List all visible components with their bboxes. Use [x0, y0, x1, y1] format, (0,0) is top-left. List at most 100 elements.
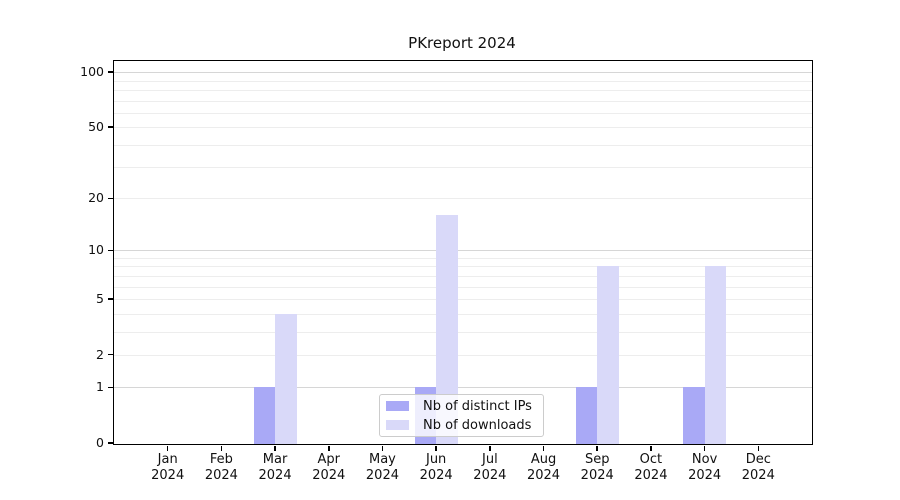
y-tick-mark [108, 298, 113, 300]
y-tick-label: 2 [96, 346, 104, 362]
x-tick-mark [542, 445, 545, 451]
y-tick-mark [108, 249, 113, 252]
x-tick-label-line: Apr [317, 452, 341, 467]
legend-entry-distinct-ips: Nb of distinct IPs [386, 399, 537, 414]
y-tick-mark [108, 197, 113, 200]
bar-distinct-ips [253, 387, 276, 444]
legend-label-downloads: Nb of downloads [423, 417, 532, 433]
y-tick-mark [108, 71, 113, 73]
plot-area: Nb of distinct IPs Nb of downloads 0 1 2 5 1… [80, 60, 813, 483]
minor-gridline [114, 258, 812, 259]
x-tick-mark [435, 445, 437, 451]
x-tick-label-line: Nov [691, 452, 718, 467]
x-tick-mark [166, 445, 169, 451]
y-tick-label: 0 [96, 435, 104, 450]
x-tick-label: Jun 2024 [396, 452, 476, 483]
x-tick-label: Feb 2024 [181, 452, 261, 483]
major-gridline [114, 250, 812, 252]
legend-swatch-downloads [386, 420, 409, 430]
legend: Nb of distinct IPs Nb of downloads [379, 394, 544, 437]
x-tick-label-line: Oct [639, 452, 663, 467]
x-tick-label-line: 2024 [312, 467, 346, 483]
x-tick-label-line: Feb [209, 452, 233, 467]
bar-downloads [704, 266, 727, 444]
x-tick-label-line: 2024 [526, 467, 561, 483]
x-tick-label-line: 2024 [473, 467, 507, 483]
y-tick-label: 1 [96, 379, 104, 395]
legend-entry-downloads: Nb of downloads [386, 418, 537, 433]
y-tick-label: 20 [88, 190, 104, 206]
x-tick-label-line: Jul [482, 452, 498, 467]
x-tick-label-line: 2024 [419, 467, 453, 483]
x-tick-mark [596, 445, 598, 451]
minor-gridline [114, 80, 812, 82]
x-tick-label-line: 2024 [258, 467, 292, 483]
legend-swatch-distinct-ips [386, 401, 409, 411]
y-tick-label: 100 [80, 64, 104, 80]
x-tick-label-line: Sep [584, 452, 610, 467]
x-tick-label-line: Jun [425, 452, 447, 467]
minor-gridline [114, 354, 812, 356]
major-gridline [114, 387, 812, 389]
minor-gridline [114, 127, 812, 129]
x-tick-label-line: Dec [745, 452, 771, 467]
minor-gridline [114, 198, 812, 200]
minor-gridline [114, 144, 812, 146]
x-tick-label: Nov 2024 [665, 452, 745, 483]
x-tick-label: Mar 2024 [235, 452, 315, 483]
x-tick-mark [650, 445, 652, 451]
minor-gridline [114, 112, 812, 114]
x-tick-label-line: Jan [157, 452, 178, 467]
x-tick-label: Apr 2024 [289, 452, 369, 483]
minor-gridline [114, 266, 812, 268]
x-tick-label: Oct 2024 [611, 452, 691, 483]
y-tick-label: 5 [96, 291, 104, 307]
x-tick-mark [220, 445, 223, 451]
minor-gridline [114, 89, 812, 91]
x-tick-mark [703, 445, 706, 451]
bar-downloads [275, 313, 297, 444]
x-tick-label: Aug 2024 [504, 452, 584, 483]
bar-distinct-ips [683, 387, 705, 444]
x-tick-label-line: 2024 [151, 467, 185, 483]
x-tick-mark [489, 445, 491, 451]
x-tick-label: Sep 2024 [557, 452, 637, 483]
x-tick-mark [328, 445, 330, 451]
x-tick-label-line: Mar [262, 452, 288, 467]
y-tick-mark [108, 442, 113, 444]
minor-gridline [114, 331, 812, 333]
x-tick-label: Jan 2024 [128, 452, 208, 483]
x-tick-mark [274, 445, 276, 451]
bar-downloads [597, 266, 619, 444]
minor-gridline [114, 100, 812, 102]
x-tick-label-line: 2024 [580, 467, 614, 483]
minor-gridline [114, 167, 812, 169]
bar-distinct-ips [575, 387, 598, 444]
minor-gridline [114, 286, 812, 288]
minor-gridline [114, 313, 812, 315]
x-tick-label-line: Aug [530, 452, 557, 467]
x-tick-label: Jul 2024 [450, 452, 530, 483]
y-tick-mark [108, 126, 113, 128]
x-tick-label-line: 2024 [365, 467, 399, 483]
x-tick-label-line: 2024 [634, 467, 668, 483]
minor-gridline [114, 299, 812, 301]
chart-title: PKreport 2024 [408, 34, 516, 52]
x-tick-label-line: 2024 [688, 467, 722, 483]
y-tick-mark [108, 353, 113, 356]
x-tick-mark [381, 445, 384, 451]
x-tick-mark [757, 445, 760, 451]
x-tick-label: Dec 2024 [718, 452, 798, 483]
legend-label-distinct-ips: Nb of distinct IPs [423, 398, 532, 414]
x-tick-label-line: May [369, 452, 396, 467]
x-tick-label-line: 2024 [741, 467, 775, 483]
minor-gridline [114, 275, 812, 277]
y-tick-label: 10 [88, 242, 104, 258]
y-tick-mark [108, 386, 113, 389]
bar-downloads [436, 215, 458, 444]
x-tick-label-line: 2024 [204, 467, 238, 483]
y-tick-label: 50 [88, 119, 104, 135]
major-gridline [114, 72, 812, 74]
x-tick-label: May 2024 [342, 452, 422, 483]
